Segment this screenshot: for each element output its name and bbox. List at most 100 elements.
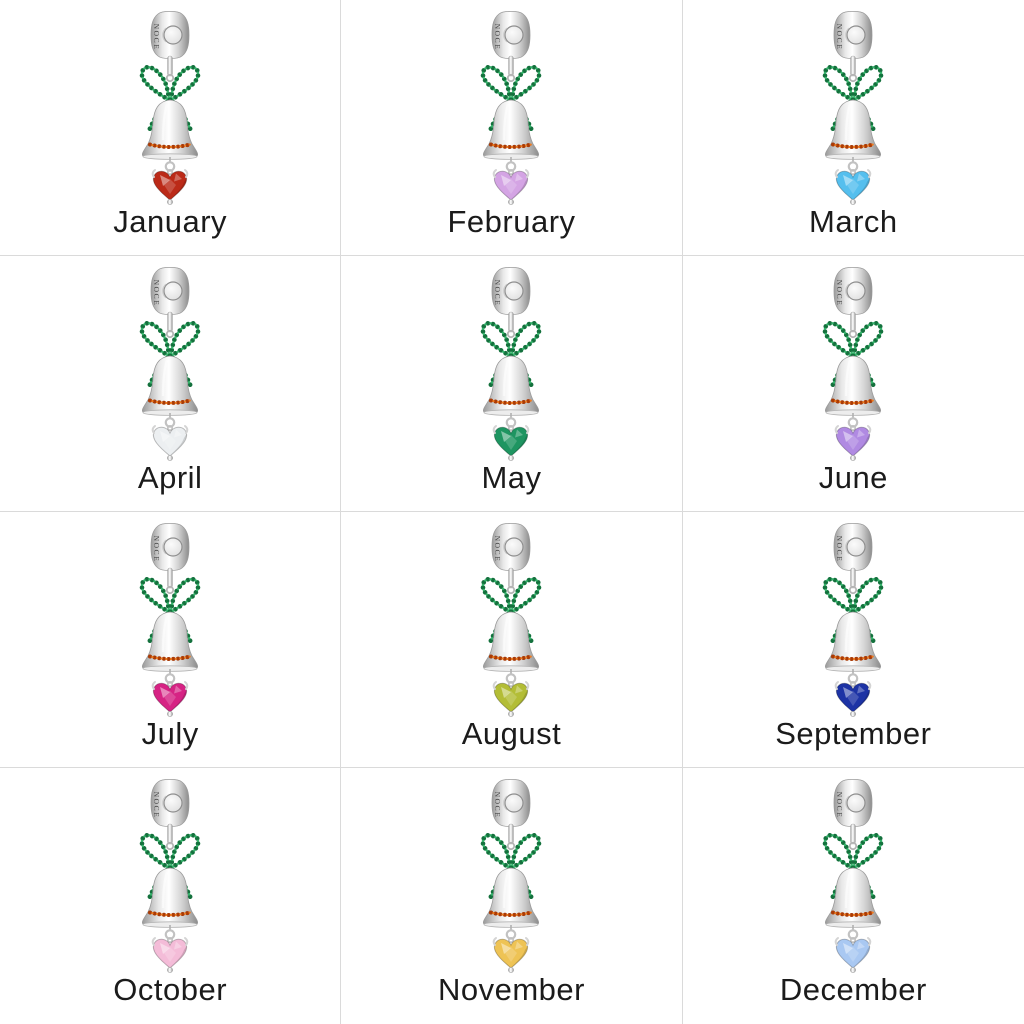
heart-bottom-bead — [850, 711, 857, 717]
bail-hole — [504, 25, 525, 45]
bail-hole — [846, 25, 866, 45]
bell-body — [142, 611, 199, 672]
month-label: November — [437, 972, 585, 1007]
bail-hole — [504, 537, 525, 557]
heart-bottom-bead — [850, 455, 857, 461]
charm-cell-november[interactable]: NOCE — [341, 768, 683, 1024]
bail: NOCE — [833, 522, 873, 572]
bell-body — [142, 99, 199, 160]
charm-cell-february[interactable]: NOCE — [341, 0, 683, 256]
bell-body — [825, 611, 882, 672]
bail-engraving-text: NOCE — [152, 280, 161, 307]
connector-link — [166, 567, 175, 595]
connector-link — [166, 55, 175, 83]
month-label: June — [818, 460, 888, 495]
dangle-ring — [506, 157, 517, 172]
heart-pendant — [835, 681, 872, 717]
connector-link — [507, 55, 516, 83]
heart-bottom-bead — [167, 455, 174, 461]
bail: NOCE — [150, 778, 190, 828]
bail-engraving-text: NOCE — [493, 792, 502, 819]
bail-engraving-text: NOCE — [152, 536, 161, 563]
bail-hole — [504, 281, 525, 301]
heart-pendant — [493, 681, 530, 717]
bell-charm-image: NOCE — [481, 10, 542, 205]
charm-cell-october[interactable]: NOCE — [0, 768, 342, 1024]
bell-charm-image: NOCE — [481, 266, 542, 461]
bail: NOCE — [492, 10, 531, 60]
heart-prongs — [835, 937, 872, 946]
dangle-ring — [848, 413, 859, 428]
heart-bottom-bead — [167, 967, 174, 973]
bail: NOCE — [492, 778, 531, 828]
heart-bottom-bead — [167, 199, 174, 205]
heart-prongs — [151, 681, 189, 690]
bail-engraving-text: NOCE — [493, 24, 502, 51]
bell-charm-image: NOCE — [481, 522, 542, 717]
connector-link — [849, 823, 858, 851]
month-label: September — [775, 716, 932, 751]
dangle-ring — [164, 157, 176, 172]
bell-body — [483, 867, 540, 928]
charm-cell-january[interactable]: NOCE — [0, 0, 342, 256]
bell-body — [483, 355, 540, 416]
bail-engraving-text: NOCE — [493, 536, 502, 563]
heart-bottom-bead — [508, 455, 515, 461]
gem-band — [148, 910, 193, 917]
heart-bottom-bead — [167, 711, 174, 717]
gem-band — [489, 398, 534, 405]
heart-bottom-bead — [508, 199, 515, 205]
charm-cell-april[interactable]: NOCE — [0, 256, 342, 512]
heart-prongs — [835, 425, 872, 434]
connector-link — [166, 311, 175, 339]
bail-engraving-text: NOCE — [152, 24, 161, 51]
heart-pendant — [835, 425, 872, 461]
month-label: February — [447, 204, 576, 239]
heart-pendant — [151, 425, 189, 461]
charm-cell-may[interactable]: NOCE — [341, 256, 683, 512]
gem-band — [148, 142, 193, 149]
bail-hole — [163, 281, 183, 301]
charm-cell-september[interactable]: NOCE — [682, 512, 1024, 768]
connector-link — [166, 823, 175, 851]
bail-hole — [163, 25, 183, 45]
gem-band — [831, 654, 876, 661]
bell-body — [142, 867, 199, 928]
bail-engraving-text: NOCE — [835, 792, 844, 819]
heart-pendant — [151, 169, 189, 205]
connector-link — [849, 55, 858, 83]
bail-hole — [163, 537, 183, 557]
dangle-ring — [848, 925, 859, 940]
heart-pendant — [835, 937, 872, 973]
bail-engraving-text: NOCE — [835, 24, 844, 51]
bail-hole — [504, 793, 525, 813]
heart-bottom-bead — [850, 199, 857, 205]
gem-band — [489, 654, 534, 661]
gem-band — [831, 910, 876, 917]
dangle-ring — [506, 413, 517, 428]
heart-prongs — [151, 937, 189, 946]
dangle-ring — [848, 669, 859, 684]
bail-hole — [846, 537, 866, 557]
month-label: April — [137, 460, 203, 495]
bell-charm-image: NOCE — [139, 10, 201, 205]
bell-body — [483, 99, 540, 160]
dangle-ring — [848, 157, 859, 172]
bell-charm-image: NOCE — [822, 522, 884, 717]
bail-engraving-text: NOCE — [835, 536, 844, 563]
heart-pendant — [493, 937, 530, 973]
charm-cell-december[interactable]: NOCE — [682, 768, 1024, 1024]
gem-band — [489, 910, 534, 917]
dangle-ring — [506, 925, 517, 940]
bail-engraving-text: NOCE — [152, 792, 161, 819]
charm-cell-july[interactable]: NOCE — [0, 512, 342, 768]
heart-pendant — [151, 937, 189, 973]
bail: NOCE — [150, 266, 190, 316]
bell-charm-image: NOCE — [139, 778, 201, 973]
charm-cell-august[interactable]: NOCE — [341, 512, 683, 768]
charm-cell-march[interactable]: NOCE — [682, 0, 1024, 256]
heart-prongs — [493, 681, 530, 690]
bail: NOCE — [492, 266, 531, 316]
charm-cell-june[interactable]: NOCE — [682, 256, 1024, 512]
gem-band — [831, 398, 876, 405]
